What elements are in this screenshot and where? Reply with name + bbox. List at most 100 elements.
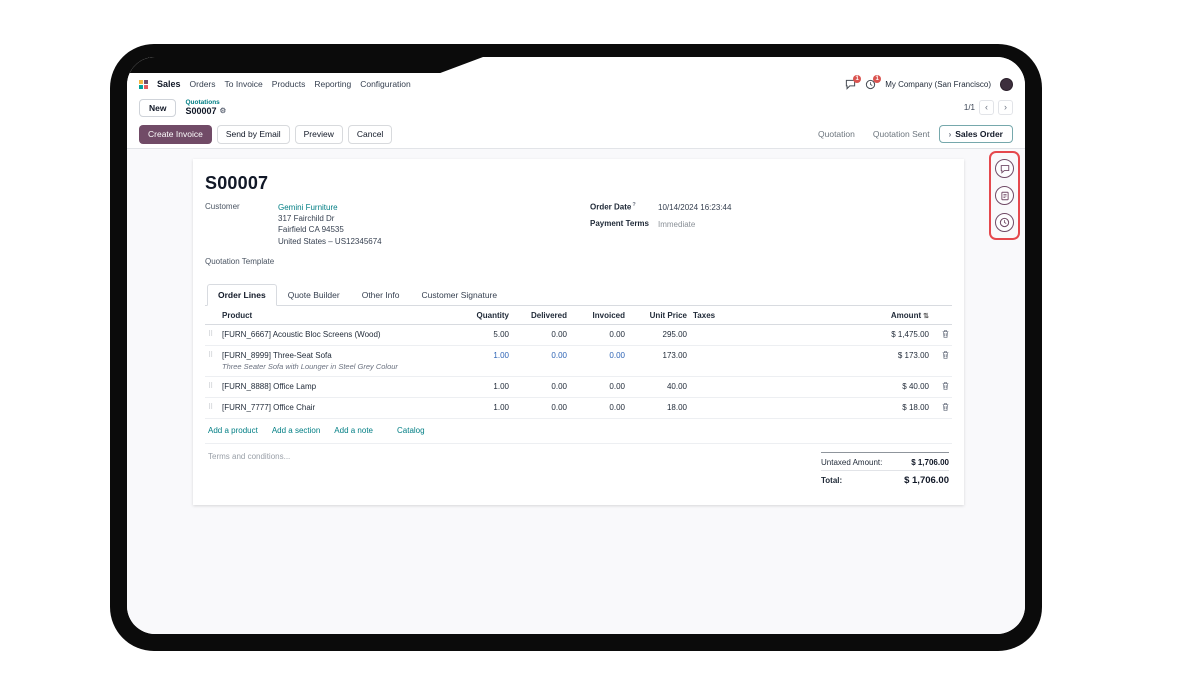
pager-value[interactable]: 1/1 (963, 103, 975, 112)
col-taxes[interactable]: Taxes (690, 305, 840, 325)
tab-quote-builder[interactable]: Quote Builder (287, 289, 340, 300)
cell-product[interactable]: [FURN_8888] Office Lamp (219, 376, 454, 398)
table-row[interactable]: ⠿ [FURN_6667] Acoustic Bloc Screens (Woo… (205, 324, 952, 346)
apps-grid-icon[interactable] (139, 79, 148, 89)
chevron-right-icon[interactable]: › (998, 100, 1013, 115)
cancel-button[interactable]: Cancel (347, 124, 393, 144)
drag-handle-icon[interactable]: ⠿ (205, 324, 219, 346)
chevron-left-icon[interactable]: ‹ (979, 100, 994, 115)
preview-button[interactable]: Preview (294, 124, 343, 144)
trash-icon[interactable] (942, 329, 949, 340)
app-name[interactable]: Sales (157, 79, 181, 89)
col-delivered[interactable]: Delivered (512, 305, 570, 325)
payment-terms-value[interactable]: Immediate (658, 220, 696, 230)
cell-delivered[interactable]: 0.00 (512, 345, 570, 377)
cell-invoiced[interactable]: 0.00 (570, 345, 628, 377)
quotation-template-field[interactable]: Quotation Template (205, 257, 590, 266)
cell-quantity[interactable]: 1.00 (454, 376, 512, 398)
cell-quantity[interactable]: 1.00 (454, 345, 512, 377)
cell-invoiced[interactable]: 0.00 (570, 376, 628, 398)
cell-unit-price[interactable]: 18.00 (628, 397, 690, 419)
cell-unit-price[interactable]: 295.00 (628, 324, 690, 346)
tab-order-lines[interactable]: Order Lines (207, 283, 277, 306)
trash-icon[interactable] (942, 350, 949, 361)
cell-unit-price[interactable]: 40.00 (628, 376, 690, 398)
status-quotation-sent[interactable]: Quotation Sent (872, 129, 930, 139)
user-avatar[interactable] (1000, 77, 1013, 91)
table-row[interactable]: ⠿ [FURN_7777] Office Chair 1.00 0.00 0.0… (205, 397, 952, 419)
optional-columns-icon[interactable]: ⇅ (923, 312, 929, 320)
add-note-link[interactable]: Add a note (334, 425, 373, 435)
browser-tab-strip (127, 57, 1025, 73)
cell-amount: $ 40.00 (840, 376, 932, 398)
tab-customer-signature[interactable]: Customer Signature (421, 289, 498, 300)
order-date-value[interactable]: 10/14/2024 16:23:44 (658, 203, 732, 212)
trash-icon[interactable] (942, 381, 949, 392)
status-quotation[interactable]: Quotation (818, 129, 855, 139)
cell-delivered[interactable]: 0.00 (512, 324, 570, 346)
customer-link[interactable]: Gemini Furniture (278, 203, 338, 212)
send-by-email-button[interactable]: Send by Email (216, 124, 290, 144)
menu-products[interactable]: Products (271, 79, 306, 89)
drag-handle-icon[interactable]: ⠿ (205, 397, 219, 419)
cell-product[interactable]: [FURN_6667] Acoustic Bloc Screens (Wood) (219, 324, 454, 346)
col-amount[interactable]: Amount ⇅ (840, 305, 932, 325)
menu-configuration[interactable]: Configuration (360, 79, 411, 89)
help-icon[interactable]: ? (632, 202, 636, 208)
table-row[interactable]: ⠿ [FURN_8888] Office Lamp 1.00 0.00 0.00… (205, 376, 952, 398)
pager: 1/1 ‹ › (964, 100, 1013, 115)
drag-handle-icon[interactable]: ⠿ (205, 376, 219, 398)
order-date-field: Order Date? 10/14/2024 16:23:44 (590, 202, 952, 213)
activities-button[interactable] (995, 213, 1014, 232)
cell-unit-price[interactable]: 173.00 (628, 345, 690, 377)
tab-other-info[interactable]: Other Info (361, 289, 400, 300)
payment-terms-label: Payment Terms (590, 219, 649, 229)
cell-invoiced[interactable]: 0.00 (570, 397, 628, 419)
create-invoice-button[interactable]: Create Invoice (139, 124, 212, 144)
cell-quantity[interactable]: 1.00 (454, 397, 512, 419)
col-quantity[interactable]: Quantity (454, 305, 512, 325)
cell-product[interactable]: [FURN_7777] Office Chair (219, 397, 454, 419)
cell-taxes[interactable] (690, 397, 840, 419)
col-invoiced[interactable]: Invoiced (570, 305, 628, 325)
untaxed-amount-label: Untaxed Amount: (821, 457, 883, 467)
add-section-link[interactable]: Add a section (271, 425, 321, 435)
gear-icon[interactable]: ⚙ (219, 105, 227, 115)
menu-orders[interactable]: Orders (189, 79, 216, 89)
messages-menu-button[interactable]: 1 (845, 74, 862, 90)
topnav-right: 1 1 My Company (San Francisco) (845, 74, 1013, 91)
catalog-link[interactable]: Catalog (397, 425, 425, 435)
cell-taxes[interactable] (690, 376, 840, 398)
cell-delivered[interactable]: 0.00 (512, 397, 570, 419)
cell-invoiced[interactable]: 0.00 (570, 324, 628, 346)
breadcrumb-parent[interactable]: Quotations (185, 98, 220, 106)
send-message-button[interactable] (995, 159, 1014, 178)
untaxed-amount-value: $ 1,706.00 (911, 457, 949, 467)
menu-to-invoice[interactable]: To Invoice (224, 79, 263, 89)
clock-icon (866, 79, 876, 89)
terms-and-conditions-input[interactable]: Terms and conditions... (208, 451, 291, 461)
order-date-label: Order Date? (590, 202, 636, 212)
new-button[interactable]: New (139, 98, 177, 117)
company-switcher[interactable]: My Company (San Francisco) (885, 79, 991, 89)
cell-amount: $ 18.00 (840, 397, 932, 419)
trash-icon[interactable] (942, 402, 949, 413)
table-header-row: Product Quantity Delivered Invoiced Unit… (205, 305, 952, 325)
menu-reporting[interactable]: Reporting (314, 79, 352, 89)
cell-taxes[interactable] (690, 345, 840, 377)
payment-terms-field: Payment Terms Immediate (590, 219, 952, 230)
activities-menu-button[interactable]: 1 (865, 74, 882, 90)
cell-quantity[interactable]: 5.00 (454, 324, 512, 346)
status-sales-order[interactable]: › Sales Order (938, 125, 1013, 143)
cell-taxes[interactable] (690, 324, 840, 346)
cell-delivered[interactable]: 0.00 (512, 376, 570, 398)
page-title: S00007 (205, 173, 269, 193)
log-note-button[interactable] (995, 186, 1014, 205)
drag-handle-icon[interactable]: ⠿ (205, 345, 219, 377)
activities-badge: 1 (873, 74, 882, 83)
table-row[interactable]: ⠿ [FURN_8999] Three-Seat Sofa Three Seat… (205, 345, 952, 377)
col-product[interactable]: Product (219, 305, 454, 325)
col-unit-price[interactable]: Unit Price (628, 305, 690, 325)
statusbar: Quotation Quotation Sent › Sales Order (809, 125, 1013, 143)
add-product-link[interactable]: Add a product (208, 425, 258, 435)
